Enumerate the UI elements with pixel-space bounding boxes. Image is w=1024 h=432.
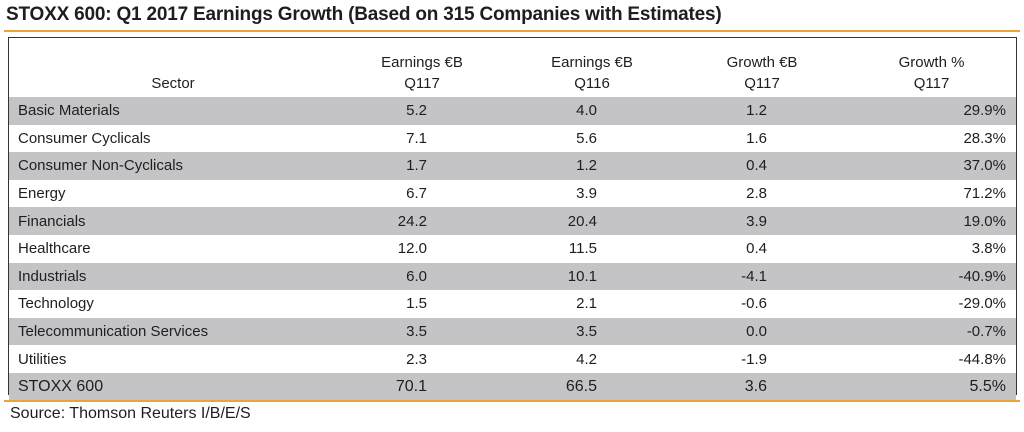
table-row: Basic Materials 5.2 4.0 1.2 29.9% bbox=[9, 97, 1016, 125]
cell-sector: Telecommunication Services bbox=[9, 317, 337, 346]
cell-growth-eur: 0.4 bbox=[677, 152, 847, 180]
table-row: Utilities 2.3 4.2 -1.9 -44.8% bbox=[9, 345, 1016, 373]
cell-total-sector: STOXX 600 bbox=[9, 372, 337, 401]
title-rule bbox=[4, 30, 1020, 32]
cell-earnings-q117: 12.0 bbox=[397, 240, 427, 258]
cell-earnings-q117: 6.0 bbox=[337, 262, 507, 291]
table-row: Industrials 6.0 10.1 -4.1 -40.9% bbox=[9, 262, 1016, 291]
header-growth-pct: Growth % Q117 bbox=[847, 38, 1016, 97]
cell-earnings-q117: 1.7 bbox=[337, 152, 507, 180]
cell-growth-eur: 2.8 bbox=[746, 185, 767, 203]
table-title: STOXX 600: Q1 2017 Earnings Growth (Base… bbox=[6, 4, 722, 25]
header-growth-pct-line2: Q117 bbox=[913, 75, 950, 92]
cell-earnings-q117: 6.7 bbox=[406, 185, 427, 203]
cell-earnings-q117: 7.1 bbox=[406, 129, 427, 147]
cell-earnings-q117: 2.3 bbox=[406, 350, 427, 368]
cell-earnings-q117: 1.5 bbox=[406, 295, 427, 313]
cell-earnings-q116: 5.6 bbox=[576, 129, 597, 147]
table-row: Energy 6.7 3.9 2.8 71.2% bbox=[9, 180, 1016, 208]
cell-earnings-q117: 3.5 bbox=[337, 317, 507, 346]
cell-earnings-q117: 5.2 bbox=[337, 97, 507, 125]
cell-earnings-q116: 20.4 bbox=[507, 207, 677, 235]
cell-growth-pct: -29.0% bbox=[958, 295, 1006, 313]
cell-sector: Energy bbox=[18, 185, 66, 203]
cell-sector: Basic Materials bbox=[9, 97, 337, 125]
source-rule bbox=[4, 400, 1020, 402]
cell-growth-eur: -1.9 bbox=[741, 350, 767, 368]
cell-growth-eur: 0.0 bbox=[677, 317, 847, 346]
table-row: Financials 24.2 20.4 3.9 19.0% bbox=[9, 207, 1016, 235]
header-earnings-q117: Earnings €B Q117 bbox=[337, 38, 507, 97]
cell-growth-pct: -0.7% bbox=[847, 317, 1016, 346]
table-row: Consumer Non-Cyclicals 1.7 1.2 0.4 37.0% bbox=[9, 152, 1016, 180]
cell-sector: Industrials bbox=[9, 262, 337, 291]
source-note: Source: Thomson Reuters I/B/E/S bbox=[10, 405, 251, 422]
header-earnings-q116: Earnings €B Q116 bbox=[507, 38, 677, 97]
cell-earnings-q116: 11.5 bbox=[568, 240, 597, 258]
table-row: Consumer Cyclicals 7.1 5.6 1.6 28.3% bbox=[9, 125, 1016, 153]
cell-total-growth-pct: 5.5% bbox=[847, 372, 1016, 401]
earnings-table: Sector Earnings €B Q117 Earnings €B Q116… bbox=[9, 38, 1016, 401]
table-header-row: Sector Earnings €B Q117 Earnings €B Q116… bbox=[9, 38, 1016, 97]
cell-sector: Technology bbox=[18, 295, 94, 313]
earnings-table-frame: Sector Earnings €B Q117 Earnings €B Q116… bbox=[8, 37, 1017, 401]
table-row: Healthcare 12.0 11.5 0.4 3.8% bbox=[9, 235, 1016, 263]
header-sector: Sector bbox=[9, 38, 337, 97]
cell-growth-pct: 28.3% bbox=[963, 129, 1006, 147]
cell-growth-pct: 71.2% bbox=[963, 185, 1006, 203]
header-earnings-q117-line1: Earnings €B bbox=[381, 54, 463, 71]
cell-growth-pct: 37.0% bbox=[847, 152, 1016, 180]
header-growth-eur-line2: Q117 bbox=[744, 75, 780, 92]
cell-sector: Consumer Cyclicals bbox=[18, 129, 151, 147]
header-growth-pct-line1: Growth % bbox=[898, 54, 965, 71]
cell-earnings-q116: 3.5 bbox=[507, 317, 677, 346]
cell-earnings-q117: 24.2 bbox=[337, 207, 507, 235]
cell-earnings-q116: 1.2 bbox=[507, 152, 677, 180]
cell-growth-eur: 1.6 bbox=[746, 129, 767, 147]
cell-growth-pct: 29.9% bbox=[847, 97, 1016, 125]
cell-growth-eur: 0.4 bbox=[746, 240, 767, 258]
cell-earnings-q116: 4.2 bbox=[576, 350, 597, 368]
cell-earnings-q116: 10.1 bbox=[507, 262, 677, 291]
cell-total-growth-eur: 3.6 bbox=[677, 372, 847, 401]
header-growth-eur-line1: Growth €B bbox=[726, 54, 798, 71]
cell-earnings-q116: 2.1 bbox=[576, 295, 597, 313]
header-earnings-q116-line2: Q116 bbox=[574, 75, 610, 92]
cell-earnings-q116: 4.0 bbox=[507, 97, 677, 125]
cell-growth-eur: 3.9 bbox=[677, 207, 847, 235]
cell-sector: Financials bbox=[9, 207, 337, 235]
cell-sector: Healthcare bbox=[18, 240, 91, 258]
cell-growth-pct: 3.8% bbox=[971, 240, 1006, 258]
cell-growth-eur: -4.1 bbox=[677, 262, 847, 291]
cell-sector: Consumer Non-Cyclicals bbox=[9, 152, 337, 180]
cell-growth-eur: 1.2 bbox=[677, 97, 847, 125]
table-total-row: STOXX 600 70.1 66.5 3.6 5.5% bbox=[9, 372, 1016, 401]
cell-earnings-q116: 3.9 bbox=[576, 185, 597, 203]
cell-growth-pct: 19.0% bbox=[847, 207, 1016, 235]
header-growth-eur: Growth €B Q117 bbox=[677, 38, 847, 97]
table-row: Telecommunication Services 3.5 3.5 0.0 -… bbox=[9, 317, 1016, 346]
table-body: Basic Materials 5.2 4.0 1.2 29.9% Consum… bbox=[9, 97, 1016, 401]
header-sector-label: Sector bbox=[151, 75, 195, 92]
cell-total-earnings-q117: 70.1 bbox=[337, 372, 507, 401]
cell-sector: Utilities bbox=[18, 350, 67, 368]
header-earnings-q117-line2: Q117 bbox=[404, 75, 440, 92]
cell-growth-pct: -40.9% bbox=[847, 262, 1016, 291]
cell-growth-pct: -44.8% bbox=[958, 350, 1006, 368]
cell-total-earnings-q116: 66.5 bbox=[507, 372, 677, 401]
table-row: Technology 1.5 2.1 -0.6 -29.0% bbox=[9, 290, 1016, 318]
header-earnings-q116-line1: Earnings €B bbox=[551, 54, 633, 71]
cell-growth-eur: -0.6 bbox=[741, 295, 767, 313]
